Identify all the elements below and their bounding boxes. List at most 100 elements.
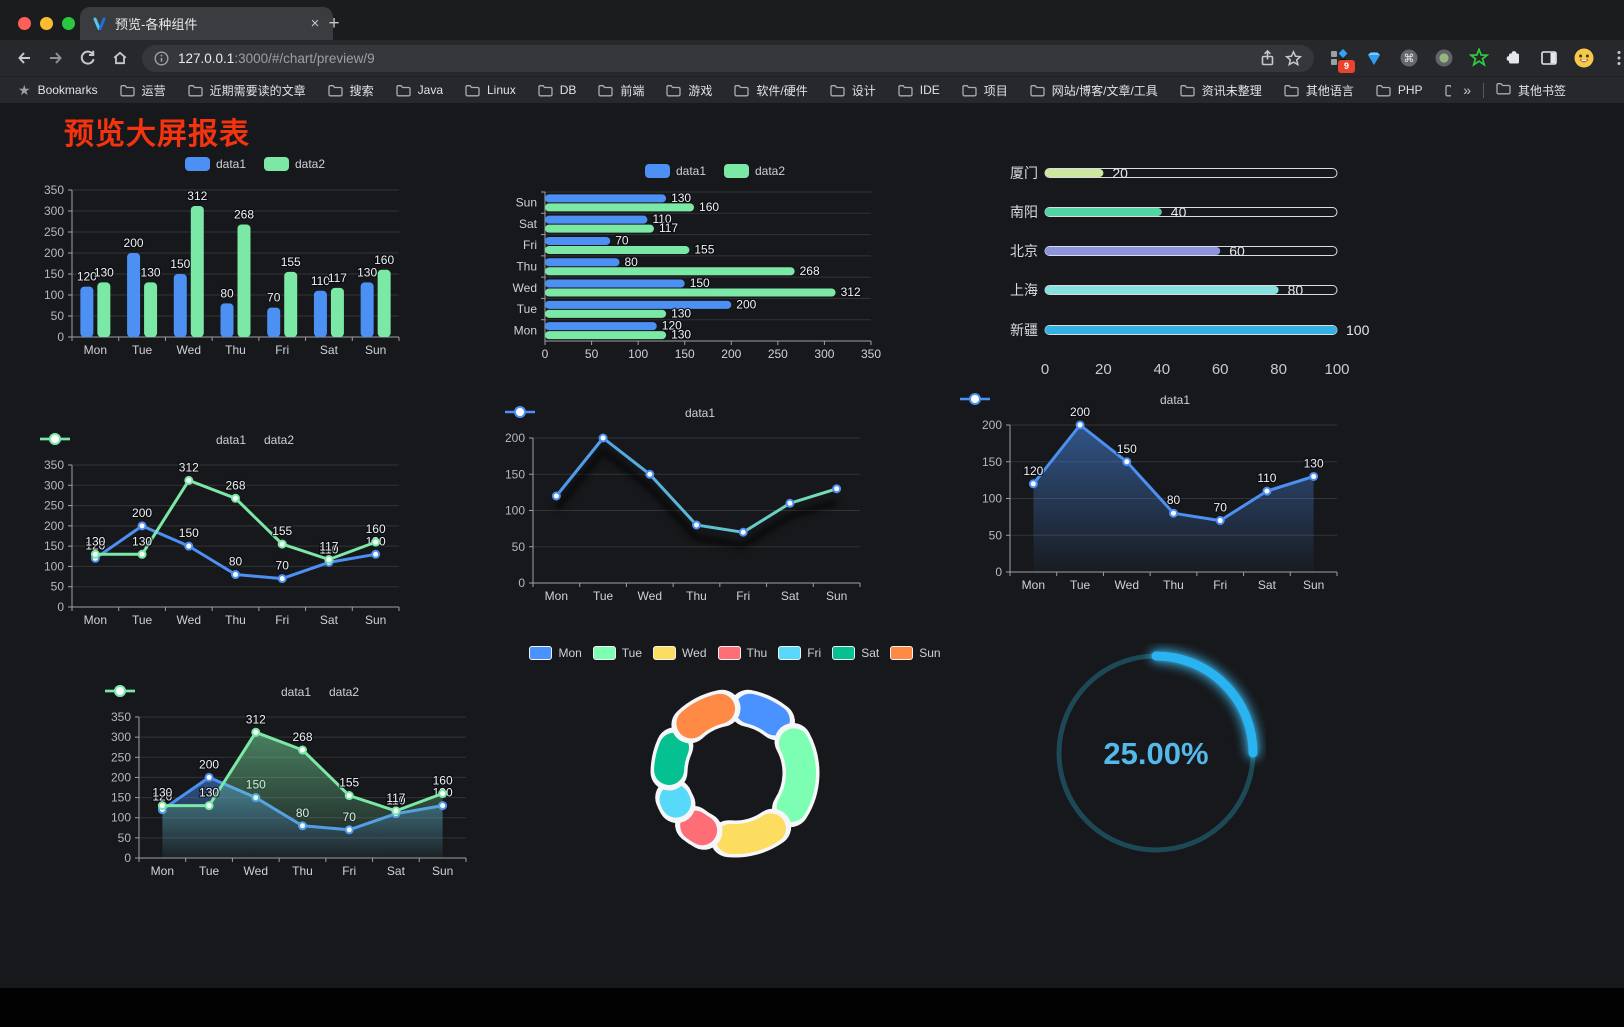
- legend-item-data1[interactable]: data1: [960, 393, 1190, 407]
- legend-item-data1[interactable]: data1: [105, 685, 311, 699]
- bookmark-folder-4[interactable]: Linux: [465, 82, 516, 99]
- extensions-puzzle-icon[interactable]: [1503, 47, 1525, 69]
- svg-text:⌘: ⌘: [1404, 53, 1415, 65]
- gradient-line-chart[interactable]: 0 50 100 150 200 Mon Tue Wed Thu Fri Sat Sun data1: [505, 400, 895, 612]
- two-series-area-chart[interactable]: 0 50 100 150 200 250 300 350 Mon Tue Wed Thu Fri Sat S…: [105, 678, 535, 892]
- bookmark-folder-13[interactable]: 资讯未整理: [1180, 82, 1262, 99]
- legend-item-Thu[interactable]: Thu: [717, 646, 767, 660]
- legend-item-Fri[interactable]: Fri: [778, 646, 821, 660]
- browser-tab[interactable]: 预览-各种组件 ×: [80, 7, 333, 40]
- svg-text:20: 20: [1095, 361, 1112, 378]
- tab-manager-extension-icon[interactable]: 9: [1328, 47, 1355, 73]
- donut-chart[interactable]: Mon Tue Wed Thu Fri Sat Sun: [529, 640, 941, 892]
- svg-text:130: 130: [199, 786, 219, 800]
- legend-item-data2[interactable]: data2: [724, 164, 785, 178]
- menu-kebab-icon[interactable]: [1608, 47, 1624, 69]
- legend-item-data1[interactable]: data1: [40, 433, 246, 447]
- svg-text:200: 200: [1070, 405, 1090, 419]
- star-extension-icon[interactable]: [1468, 47, 1490, 69]
- legend-item-data1[interactable]: data1: [184, 157, 246, 171]
- legend-item-Sat[interactable]: Sat: [832, 646, 879, 660]
- record-extension-icon[interactable]: [1433, 47, 1455, 69]
- tab-close-icon[interactable]: ×: [310, 14, 320, 32]
- legend-item-Mon[interactable]: Mon: [529, 646, 582, 660]
- svg-text:Tue: Tue: [132, 343, 153, 357]
- bookmark-folder-3[interactable]: Java: [395, 82, 443, 99]
- share-icon[interactable]: [1259, 49, 1276, 67]
- legend-item-Wed[interactable]: Wed: [653, 646, 707, 660]
- grouped-bar-chart[interactable]: 0 50 100 150 200 250 300 350 Mon Tue Wed Thu Fri Sat S…: [40, 150, 470, 364]
- extension-icons: 9 ⌘: [1328, 47, 1624, 73]
- gem-extension-icon[interactable]: [1363, 47, 1385, 69]
- svg-text:250: 250: [44, 225, 64, 239]
- bookmarks-overflow-chevron[interactable]: »: [1463, 82, 1471, 98]
- area-line-canvas: 0 50 100 150 200 Mon Tue Wed Thu Fri Sat Sun 120 200 1…: [982, 404, 1338, 592]
- bookmark-folder-14[interactable]: 其他语言: [1284, 82, 1354, 99]
- progress-ring-gauge[interactable]: 25.00%: [1046, 643, 1266, 863]
- svg-text:Fri: Fri: [275, 343, 289, 357]
- svg-text:100: 100: [44, 559, 64, 573]
- svg-text:300: 300: [111, 730, 131, 744]
- grouped-horizontal-bar-chart[interactable]: 0 50 100 150 200 250 300 350 Sun 130 160 Sat 110 117 F…: [505, 155, 925, 369]
- window-minimize-button[interactable]: [40, 17, 53, 30]
- svg-text:350: 350: [861, 347, 881, 361]
- svg-text:Mon: Mon: [151, 864, 174, 878]
- legend-item-Tue[interactable]: Tue: [592, 646, 642, 660]
- address-bar[interactable]: 127.0.0.1:3000/#/chart/preview/9: [142, 44, 1314, 72]
- progress-ring-canvas: 25.00%: [1056, 651, 1258, 853]
- bookmark-folder-8[interactable]: 软件/硬件: [734, 82, 808, 99]
- site-info-icon[interactable]: [154, 50, 169, 66]
- bookmark-folder-12[interactable]: 网站/博客/文章/工具: [1030, 82, 1158, 99]
- legend-item-data2[interactable]: data2: [105, 685, 359, 699]
- svg-text:80: 80: [220, 286, 234, 300]
- bookmark-folder-16[interactable]: 文件服务器: [1444, 82, 1452, 99]
- bookmark-folders: 运营 近期需要读的文章 搜索 Java Linux DB 前端 游戏 软件/硬件 设计 IDE 项目 网…: [119, 82, 1452, 99]
- svg-text:150: 150: [690, 276, 710, 290]
- legend-item-data2[interactable]: data2: [40, 433, 294, 447]
- bookmark-folder-10[interactable]: IDE: [898, 82, 940, 99]
- svg-text:110: 110: [319, 542, 338, 556]
- other-bookmarks-label: 其他书签: [1517, 83, 1566, 98]
- back-icon[interactable]: [8, 43, 40, 73]
- svg-text:Wed: Wed: [638, 589, 662, 603]
- new-tab-button[interactable]: +: [328, 13, 340, 34]
- window-zoom-button[interactable]: [62, 17, 75, 30]
- two-series-line-chart[interactable]: 0 50 100 150 200 250 300 350 Mon Tue Wed Thu Fri Sat S…: [40, 425, 470, 637]
- bookmark-folder-0[interactable]: 运营: [119, 82, 166, 99]
- window-close-button[interactable]: [18, 17, 31, 30]
- svg-text:312: 312: [179, 460, 199, 474]
- area-line-chart[interactable]: 0 50 100 150 200 Mon Tue Wed Thu Fri Sat Sun 120 200 1…: [960, 388, 1390, 600]
- profile-avatar[interactable]: [1573, 47, 1595, 69]
- legend-item-data1[interactable]: data1: [644, 164, 706, 178]
- svg-text:Fri: Fri: [275, 613, 289, 627]
- other-bookmarks-folder[interactable]: 其他书签: [1496, 82, 1566, 99]
- city-progress-bar-chart[interactable]: 厦门 20 南阳 40 北京 60 上海 80 新疆 100 0 20 40 60 80 100: [960, 155, 1400, 385]
- bookmark-folder-1[interactable]: 近期需要读的文章: [187, 82, 306, 99]
- svg-text:25.00%: 25.00%: [1103, 736, 1208, 771]
- bookmark-folder-11[interactable]: 项目: [962, 82, 1008, 99]
- legend-item-Sun[interactable]: Sun: [890, 646, 941, 660]
- chart-legend: Mon Tue Wed Thu Fri Sat Sun: [529, 645, 941, 661]
- command-extension-icon[interactable]: ⌘: [1398, 47, 1420, 69]
- svg-text:155: 155: [272, 524, 292, 538]
- reload-icon[interactable]: [72, 43, 104, 73]
- forward-icon[interactable]: [40, 43, 72, 73]
- bookmark-folder-7[interactable]: 游戏: [666, 82, 712, 99]
- bookmark-star-icon[interactable]: [1285, 49, 1302, 67]
- url-host: 127.0.0.1: [178, 50, 235, 66]
- svg-text:200: 200: [132, 506, 152, 520]
- svg-text:117: 117: [328, 271, 347, 285]
- bookmarks-root[interactable]: ★ Bookmarks: [18, 82, 98, 99]
- svg-text:0: 0: [995, 565, 1002, 579]
- svg-text:50: 50: [51, 580, 65, 594]
- legend-item-data2[interactable]: data2: [264, 157, 325, 171]
- bookmark-folder-6[interactable]: 前端: [598, 82, 644, 99]
- bookmark-folder-2[interactable]: 搜索: [327, 82, 374, 99]
- legend-item-data1[interactable]: data1: [505, 406, 715, 420]
- side-panel-icon[interactable]: [1538, 47, 1560, 69]
- bookmark-folder-9[interactable]: 设计: [830, 82, 876, 99]
- bookmark-folder-5[interactable]: DB: [538, 82, 576, 99]
- svg-text:Wed: Wed: [1115, 578, 1139, 592]
- bookmark-folder-15[interactable]: PHP: [1376, 82, 1423, 99]
- home-icon[interactable]: [104, 43, 136, 73]
